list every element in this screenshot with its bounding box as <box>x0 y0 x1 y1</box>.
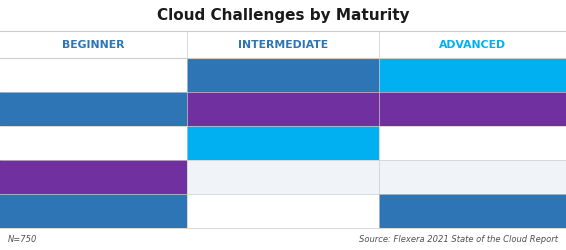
Text: 4. Governance (77%): 4. Governance (77%) <box>193 173 294 182</box>
Bar <box>0 160 187 194</box>
Text: ADVANCED: ADVANCED <box>439 40 506 50</box>
Bar <box>187 126 379 160</box>
Text: 1. Managing cloud spend (81%): 1. Managing cloud spend (81%) <box>385 71 536 80</box>
Text: 2. Security (86%): 2. Security (86%) <box>193 105 276 114</box>
Bar <box>187 194 379 228</box>
Text: N=750: N=750 <box>8 234 37 244</box>
Text: Source: Flexera 2021 State of the Cloud Report: Source: Flexera 2021 State of the Cloud … <box>359 234 558 244</box>
Bar <box>0 194 187 228</box>
Text: 5. Lack of resources/expertise (72%): 5. Lack of resources/expertise (72%) <box>385 207 560 216</box>
Text: 2. Lack of resources/expertise (78%): 2. Lack of resources/expertise (78%) <box>6 105 181 114</box>
Bar <box>379 93 566 126</box>
Bar <box>0 59 187 93</box>
Bar <box>379 59 566 93</box>
Bar <box>0 32 187 59</box>
Bar <box>0 93 187 126</box>
Text: 2. Security (81%): 2. Security (81%) <box>385 105 468 114</box>
Bar <box>379 32 566 59</box>
Bar <box>187 59 379 93</box>
Bar <box>187 160 379 194</box>
Text: INTERMEDIATE: INTERMEDIATE <box>238 40 328 50</box>
Text: Cloud Challenges by Maturity: Cloud Challenges by Maturity <box>157 8 409 24</box>
Text: 3. Managing cloud spend (78%): 3. Managing cloud spend (78%) <box>193 139 344 148</box>
Bar <box>379 194 566 228</box>
Bar <box>0 126 187 160</box>
Text: 4. Compliance (75%): 4. Compliance (75%) <box>385 173 484 182</box>
Bar <box>187 32 379 59</box>
Text: 4. Security (76%): 4. Security (76%) <box>6 173 89 182</box>
Bar <box>379 126 566 160</box>
Text: 3. Cloud migration (77%): 3. Cloud migration (77%) <box>6 139 126 148</box>
Text: 3. Governance (75%): 3. Governance (75%) <box>385 139 486 148</box>
Text: BEGINNER: BEGINNER <box>62 40 125 50</box>
Text: 5. Managing BYOL (77%): 5. Managing BYOL (77%) <box>193 207 310 216</box>
Text: 1. Governance (79%): 1. Governance (79%) <box>6 71 107 80</box>
Bar <box>187 93 379 126</box>
Bar <box>379 160 566 194</box>
Text: 1. Lack of resources/expertise (87%): 1. Lack of resources/expertise (87%) <box>193 71 367 80</box>
Text: 5. Managing cloud spend (75%): 5. Managing cloud spend (75%) <box>6 207 157 216</box>
